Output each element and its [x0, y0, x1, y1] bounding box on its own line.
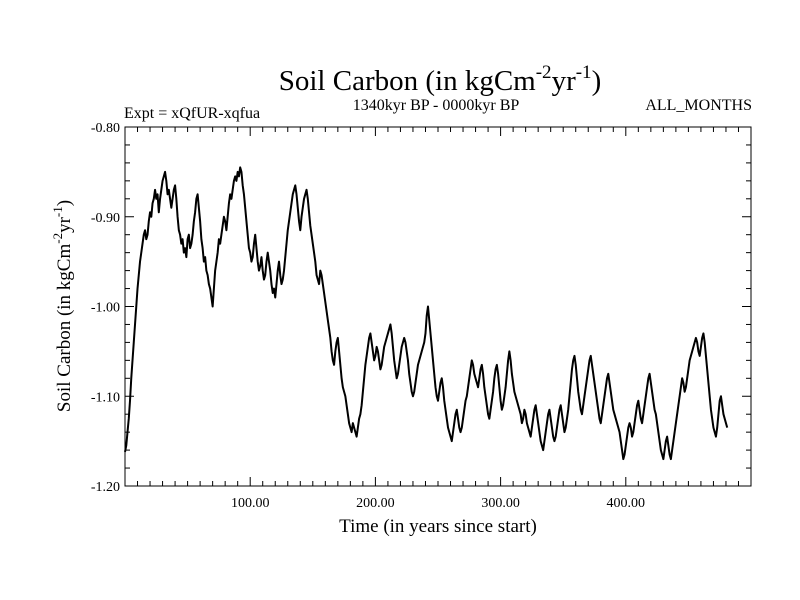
x-tick-label: 100.00 — [231, 496, 270, 511]
series-line-soil-carbon — [124, 166, 729, 461]
chart-title: Soil Carbon (in kgCm-2yr-1) — [279, 62, 601, 97]
ylabel-sup1: -2 — [50, 233, 65, 244]
ylabel-mid: yr — [54, 216, 75, 233]
subtitle-left: Expt = xQfUR-xqfua — [124, 105, 260, 122]
plot-frame — [124, 126, 752, 487]
title-mid: yr — [552, 65, 577, 97]
ylabel-main: Soil Carbon (in kgCm — [54, 244, 75, 413]
title-sup1: -2 — [536, 62, 552, 83]
y-tick-label: -1.00 — [91, 301, 120, 316]
axis-ticks — [125, 127, 751, 486]
x-tick-label: 300.00 — [481, 496, 520, 511]
x-axis-label: Time (in years since start) — [339, 516, 537, 537]
title-main: Soil Carbon (in kgCm — [279, 65, 536, 97]
x-tick-label: 400.00 — [607, 496, 646, 511]
y-tick-label: -0.80 — [91, 121, 120, 136]
subtitle-center: 1340kyr BP - 0000kyr BP — [353, 97, 520, 114]
ylabel-end: ) — [54, 200, 75, 206]
y-tick-label: -1.10 — [91, 390, 120, 405]
x-tick-label: 200.00 — [356, 496, 395, 511]
y-axis-label: Soil Carbon (in kgCm-2yr-1) — [50, 200, 75, 412]
y-tick-label: -0.90 — [91, 211, 120, 226]
subtitle-right: ALL_MONTHS — [645, 97, 752, 114]
ylabel-sup2: -1 — [50, 206, 65, 217]
title-sup2: -1 — [576, 62, 592, 83]
y-tick-labels: -1.20 -1.10 -1.00 -0.90 -0.80 — [91, 121, 120, 495]
y-tick-label: -1.20 — [91, 480, 120, 495]
title-end: ) — [592, 65, 602, 97]
x-tick-labels: 100.00 200.00 300.00 400.00 — [231, 496, 645, 511]
